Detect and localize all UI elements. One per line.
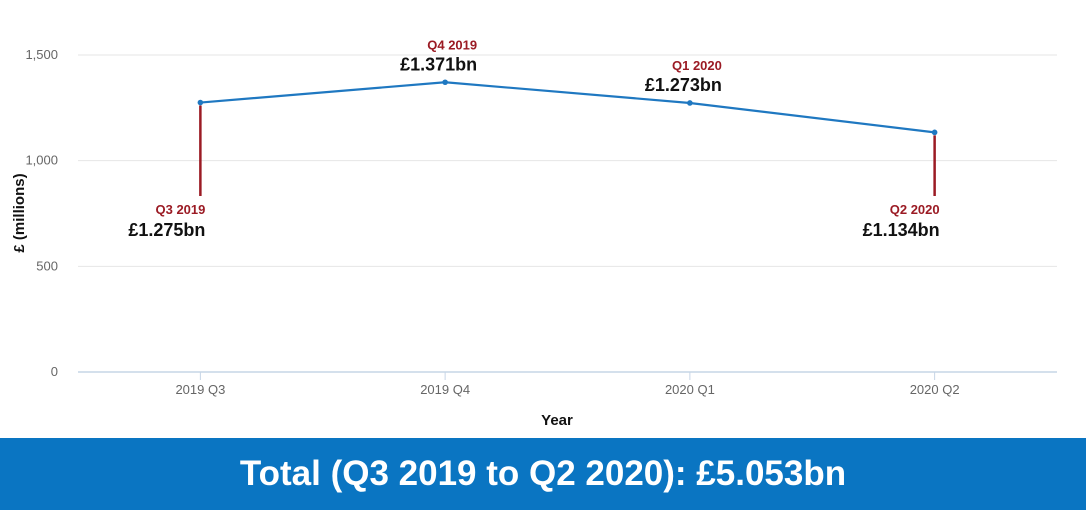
- y-tick-label: 500: [36, 258, 58, 273]
- line-chart: 0 500 1,000 1,500 2019 Q3 2019 Q4 2020 Q1 2020…: [11, 37, 1057, 429]
- data-point: [197, 99, 204, 106]
- annotation-value: £1.273bn: [645, 75, 722, 95]
- annotation-quarter: Q2 2020: [890, 202, 940, 217]
- x-tick-label: 2019 Q3: [175, 382, 225, 397]
- y-tick-label: 0: [51, 364, 58, 379]
- total-banner: Total (Q3 2019 to Q2 2020): £5.053bn: [0, 438, 1086, 510]
- annotation-quarter: Q3 2019: [156, 202, 206, 217]
- annotation-quarter: Q1 2020: [672, 58, 722, 73]
- data-point: [442, 79, 448, 86]
- gridlines: [78, 54, 1057, 373]
- y-tick-label: 1,000: [25, 153, 58, 168]
- total-text: Total (Q3 2019 to Q2 2020): £5.053bn: [239, 454, 847, 493]
- y-axis-ticks: 0 500 1,000 1,500: [25, 47, 58, 379]
- x-tick-label: 2019 Q4: [420, 382, 470, 397]
- annotation-value: £1.275bn: [128, 220, 205, 240]
- annotation-value: £1.371bn: [400, 54, 477, 74]
- y-tick-label: 1,500: [25, 47, 58, 62]
- series-line: [200, 81, 935, 134]
- y-axis-title: £ (millions): [11, 173, 28, 252]
- series: [197, 79, 938, 136]
- annotation-quarter: Q4 2019: [427, 37, 477, 52]
- x-axis-title: Year: [541, 412, 573, 429]
- x-tick-label: 2020 Q1: [665, 382, 715, 397]
- data-point: [687, 100, 693, 106]
- x-axis-ticks: 2019 Q3 2019 Q4 2020 Q1 2020 Q2: [175, 372, 960, 397]
- annotations: Q3 2019 £1.275bn Q4 2019 £1.371bn Q1 2020 £1.…: [128, 37, 939, 240]
- data-point: [931, 129, 938, 136]
- annotation-value: £1.134bn: [863, 220, 940, 240]
- x-tick-label: 2020 Q2: [910, 382, 960, 397]
